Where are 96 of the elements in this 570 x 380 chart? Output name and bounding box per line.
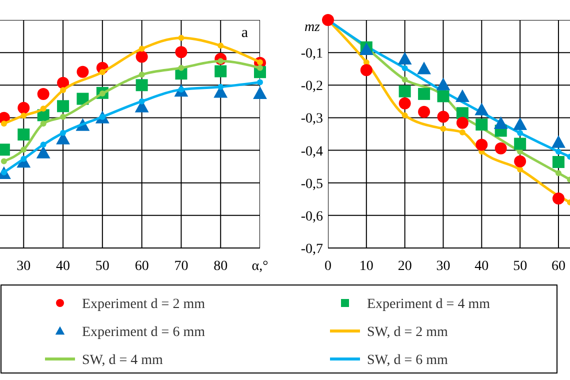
- point: [513, 117, 528, 130]
- point: [76, 66, 89, 78]
- point: [552, 135, 566, 148]
- point: [456, 116, 468, 129]
- point: [418, 106, 430, 118]
- point: [552, 192, 564, 204]
- point: [214, 65, 227, 78]
- point: [552, 156, 564, 168]
- y-tick-label: -0,6: [300, 209, 323, 224]
- point: [178, 64, 184, 71]
- point: [136, 50, 148, 63]
- point: [18, 128, 30, 141]
- x-tick-label: 60: [551, 259, 566, 274]
- point: [514, 138, 526, 150]
- legend-label: SW, d = 2 mm: [367, 325, 448, 340]
- point: [138, 72, 145, 78]
- point: [417, 62, 431, 74]
- y-tick-label: -0,7: [300, 242, 323, 257]
- x-tick-label: 30: [436, 259, 450, 274]
- legend-label: SW, d = 6 mm: [367, 353, 448, 368]
- y-tick-label: -0,1: [300, 46, 323, 62]
- y-tick-label: -0,4: [300, 144, 323, 160]
- point: [0, 158, 7, 164]
- point: [76, 92, 89, 105]
- point: [517, 166, 524, 173]
- point: [57, 100, 70, 112]
- point: [456, 107, 468, 120]
- x-tick-label: 40: [56, 259, 70, 274]
- point: [476, 138, 488, 151]
- point: [402, 76, 408, 83]
- y-tick-label: -0,3: [300, 112, 323, 127]
- point: [437, 110, 450, 123]
- y-tick-label: -0,2: [300, 79, 323, 94]
- x-tick-label: 10: [359, 259, 374, 274]
- point: [60, 114, 66, 120]
- x-tick-label: 80: [214, 259, 228, 274]
- point: [474, 102, 489, 116]
- point: [360, 64, 372, 76]
- point: [20, 112, 27, 119]
- point: [514, 155, 526, 168]
- x-tick-label: 70: [174, 259, 188, 274]
- point: [0, 120, 7, 127]
- point: [402, 65, 408, 72]
- point: [37, 88, 50, 100]
- point: [36, 146, 50, 158]
- legend-label: SW, d = 4 mm: [82, 353, 163, 368]
- point: [218, 84, 224, 90]
- legend-label: Experiment d = 2 mm: [82, 297, 206, 312]
- point: [138, 98, 145, 104]
- point: [178, 34, 184, 41]
- y-axis-title: mz: [304, 20, 321, 35]
- point: [20, 146, 27, 153]
- x-tick-label: 20: [398, 259, 412, 274]
- point: [257, 79, 263, 86]
- point: [57, 76, 70, 89]
- point: [459, 129, 466, 136]
- point: [18, 102, 30, 114]
- point: [398, 52, 412, 64]
- point: [517, 130, 524, 136]
- annotation: a: [241, 25, 248, 41]
- point: [555, 170, 562, 176]
- point: [436, 78, 450, 90]
- point: [418, 88, 430, 100]
- point: [455, 89, 470, 102]
- point: [40, 142, 46, 148]
- x-tick-label: 40: [474, 259, 489, 274]
- point: [138, 46, 145, 52]
- x-tick-label: 50: [95, 259, 110, 274]
- point: [175, 46, 188, 58]
- legend-label: Experiment d = 4 mm: [367, 297, 490, 312]
- point: [322, 14, 334, 26]
- y-tick-label: -0,5: [300, 176, 323, 192]
- point: [60, 130, 66, 136]
- point: [555, 148, 562, 155]
- point: [398, 97, 411, 110]
- point: [494, 116, 508, 129]
- point: [136, 79, 148, 92]
- x-tick-label: 0: [324, 259, 332, 274]
- point: [40, 106, 46, 112]
- point: [402, 112, 408, 118]
- point: [494, 142, 507, 154]
- x-tick-label: 30: [16, 259, 31, 274]
- point: [40, 120, 46, 127]
- point: [60, 87, 66, 94]
- point: [476, 118, 488, 131]
- point: [99, 69, 106, 76]
- point: [257, 64, 263, 71]
- x-tick-label: 60: [134, 259, 149, 274]
- point: [253, 86, 267, 99]
- x-tick-label: α,°: [252, 259, 268, 274]
- point: [440, 126, 446, 132]
- x-tick-label: 50: [513, 259, 528, 274]
- point: [218, 42, 224, 49]
- point: [437, 90, 450, 102]
- legend-label: Experiment d = 6 mm: [82, 325, 206, 340]
- point: [398, 85, 411, 98]
